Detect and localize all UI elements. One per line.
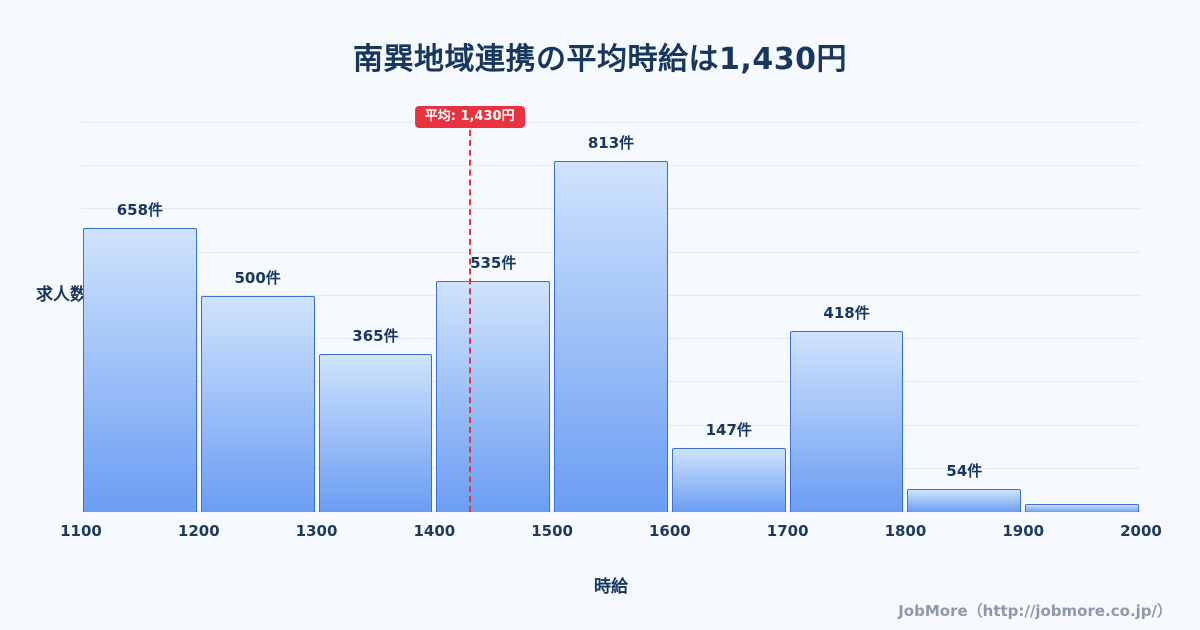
bar-1300-1400 (318, 354, 433, 512)
x-tick-1500: 1500 (531, 522, 573, 540)
x-tick-1100: 1100 (60, 522, 102, 540)
bar-1500-1600 (554, 160, 668, 512)
bar-1600-1700 (671, 448, 786, 512)
x-tick-1800: 1800 (884, 522, 927, 540)
x-tick-2000: 2000 (1120, 522, 1162, 540)
bar-1400-1500 (436, 280, 551, 512)
bar-value-label: 813件 (587, 133, 635, 152)
bar-value-label: 500件 (234, 268, 281, 287)
bar-value-label: 147件 (705, 421, 752, 440)
x-tick-1300: 1300 (295, 522, 338, 540)
x-tick-1900: 1900 (1002, 522, 1045, 540)
bar-value-label: 535件 (470, 253, 517, 272)
footer-credit: JobMore（http://jobmore.co.jp/） (898, 602, 1172, 620)
bar-1200-1300 (200, 295, 315, 512)
bar-value-label: 418件 (823, 304, 870, 323)
plot-area: 658件 500件 365件 535件 813件 147件 418件 54件 平均: 1,43… (60, 106, 1162, 540)
x-axis-label: 時給 (594, 577, 628, 597)
bar-value-label: 365件 (352, 327, 399, 346)
bar-1800-1900 (907, 488, 1022, 512)
average-line (468, 130, 471, 512)
x-tick-1700: 1700 (766, 522, 809, 540)
bar-1100-1200 (83, 227, 197, 512)
bar-1700-1800 (789, 331, 904, 512)
x-tick-1600: 1600 (649, 522, 691, 540)
x-tick-1400: 1400 (413, 522, 456, 540)
chart-title: 南巽地域連携の平均時給は1,430円 (353, 42, 847, 77)
bar-1900-2000 (1025, 504, 1139, 512)
y-axis-label: 求人数 (36, 285, 87, 305)
x-tick-1200: 1200 (177, 522, 220, 540)
gridline (81, 121, 1141, 123)
bar-value-label: 658件 (116, 200, 164, 219)
bar-value-label: 54件 (946, 461, 983, 480)
average-badge: 平均: 1,430円 (414, 106, 525, 129)
